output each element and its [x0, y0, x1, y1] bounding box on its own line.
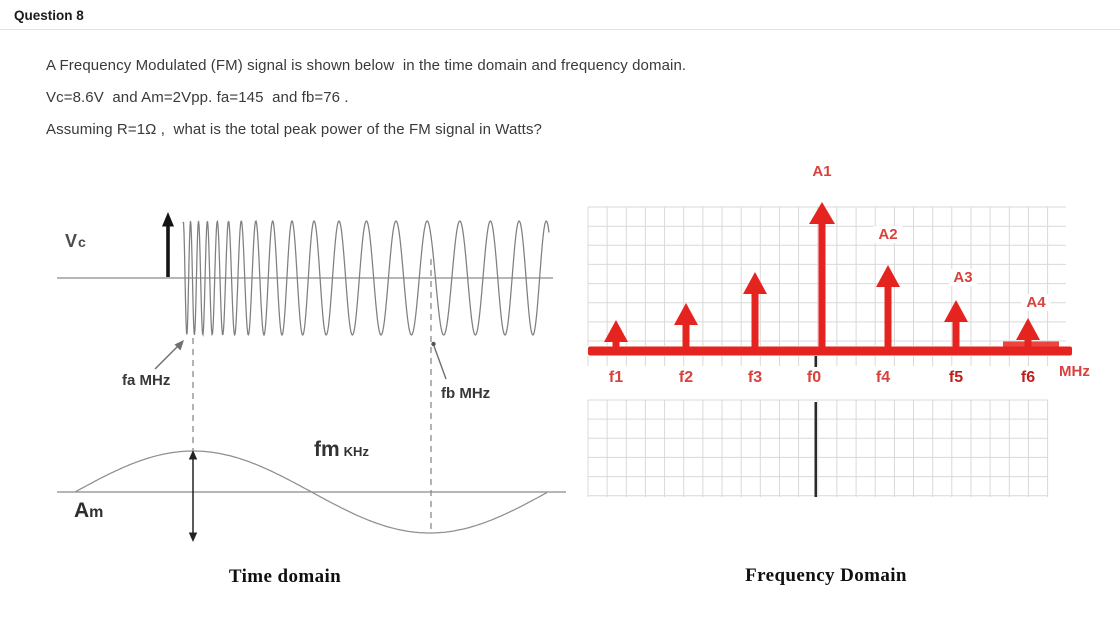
- modulating-frequency-label-row: fm KHz: [314, 438, 369, 462]
- question-line-3: Assuming R=1Ω , what is the total peak p…: [46, 121, 542, 138]
- spectral-arrowhead-f2: [674, 303, 698, 325]
- modulating-amplitude-label: Am: [74, 499, 104, 522]
- question-text-block: A Frequency Modulated (FM) signal is sho…: [0, 30, 1120, 139]
- amp-label-A1: A1: [807, 163, 837, 180]
- modulating-frequency-label: fm: [314, 438, 340, 461]
- am-arrowhead-top: [188, 450, 198, 460]
- carrier-tick: [814, 356, 817, 367]
- amp-label-A4: A4: [1021, 294, 1051, 311]
- question-header-bar: Question 8: [0, 0, 1120, 30]
- fa-frequency-label: fa MHz: [122, 372, 171, 389]
- mhz-unit-label: MHz: [1059, 363, 1090, 380]
- freq-label-f2: f2: [678, 369, 694, 386]
- spectral-arrowhead-f0: [809, 202, 835, 224]
- fb-pointer-dot: [431, 341, 436, 347]
- freq-label-f0: f0: [806, 369, 822, 386]
- freq-label-f1: f1: [608, 369, 624, 386]
- spectral-arrowhead-f3: [743, 272, 767, 294]
- freq-label-f3: f3: [747, 369, 763, 386]
- fb-pointer-line: [433, 345, 447, 380]
- frequency-domain-caption: Frequency Domain: [745, 565, 907, 586]
- spectral-arrowhead-f6: [1016, 318, 1040, 340]
- frequency-axis: [588, 346, 1072, 356]
- freq-label-f5: f5: [948, 369, 964, 386]
- freq-label-f6: f6: [1020, 369, 1036, 386]
- modulating-sine-wave: [74, 450, 548, 534]
- time-domain-caption: Time domain: [228, 566, 342, 587]
- spectral-arrowhead-f5: [944, 300, 968, 322]
- fa-pointer-arrowhead: [174, 340, 184, 351]
- page-title: Question 8: [14, 8, 84, 23]
- carrier-amplitude-label: Vc: [65, 231, 87, 251]
- spectral-arrowhead-f1: [604, 320, 628, 342]
- amp-label-A3: A3: [948, 269, 978, 286]
- fa-pointer-line: [154, 344, 180, 370]
- freq-label-f4: f4: [875, 369, 891, 386]
- modulating-frequency-unit: KHz: [343, 444, 369, 459]
- question-line-2: Vc=8.6V and Am=2Vpp. fa=145 and fb=76 .: [46, 89, 349, 106]
- amp-label-A2: A2: [873, 226, 903, 243]
- carrier-amplitude-arrowhead: [162, 212, 174, 227]
- carrier-reference-line: [814, 402, 817, 497]
- question-line-1: A Frequency Modulated (FM) signal is sho…: [46, 57, 687, 74]
- frequency-axis-overlap-segment: [1003, 341, 1059, 347]
- am-arrowhead-bottom: [188, 532, 198, 542]
- spectral-arrowhead-f4: [876, 265, 900, 287]
- frequency-grid: [587, 206, 1066, 497]
- fb-frequency-label: fb MHz: [441, 385, 491, 402]
- fm-waveform: [182, 219, 550, 338]
